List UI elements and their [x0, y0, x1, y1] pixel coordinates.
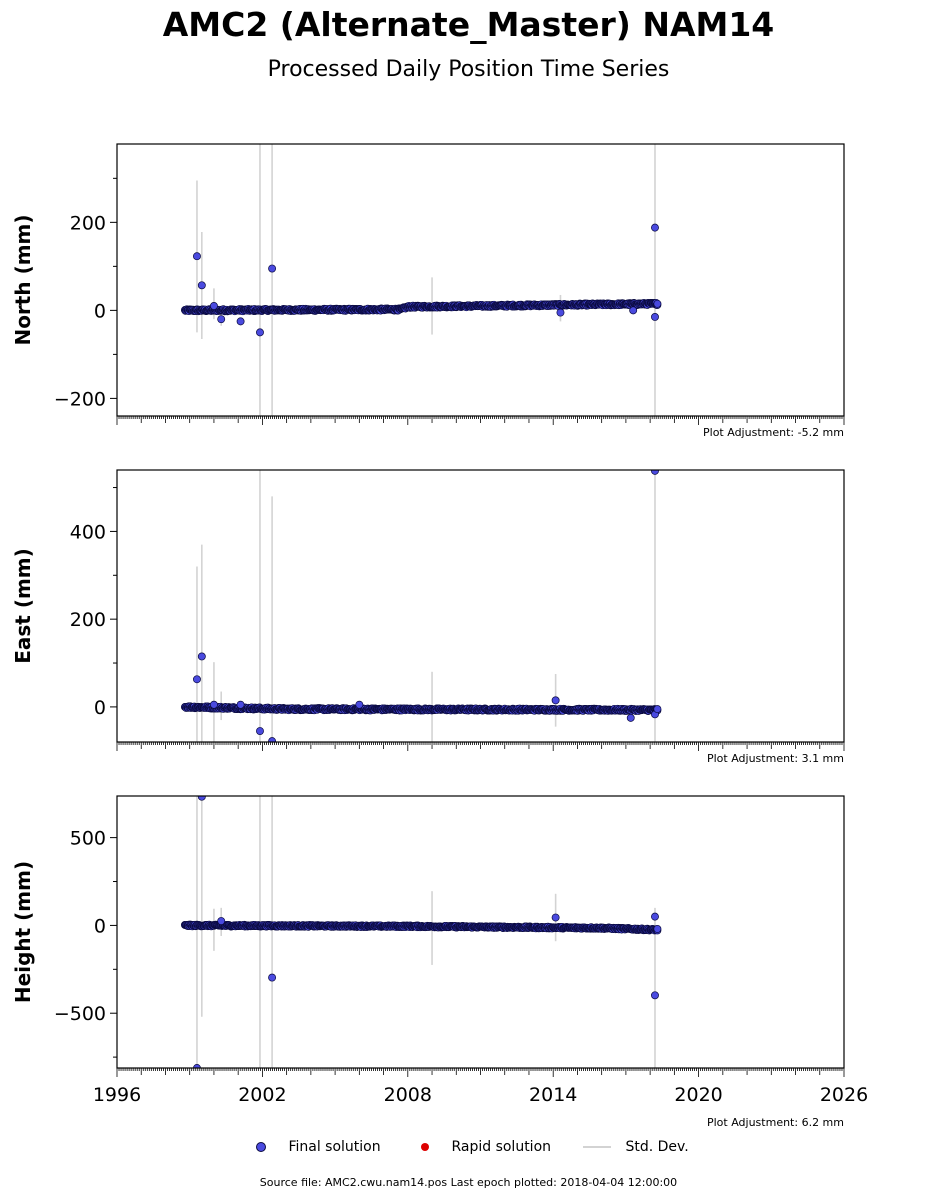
legend-final-label: Final solution [288, 1139, 381, 1155]
final-solution-point [653, 299, 662, 308]
y-tick-label: 0 [94, 697, 106, 719]
final-solution-point [551, 913, 560, 922]
axes-frame [116, 469, 845, 743]
legend-std-marker [583, 1146, 611, 1148]
y-tick-label: 0 [94, 915, 106, 937]
plot-adjustment-label: Plot Adjustment: -5.2 mm [703, 426, 844, 439]
final-solution-point [209, 302, 218, 310]
final-solution-point [551, 696, 560, 705]
x-tick-label: 2020 [674, 1084, 722, 1106]
legend-std-label: Std. Dev. [625, 1139, 689, 1155]
y-tick-label: 0 [94, 300, 106, 322]
plot-adjustment-label: Plot Adjustment: 3.1 mm [707, 752, 844, 765]
north-panel: −200 0 200 North (mm) Plot Adjustment: -5.2 … [11, 143, 845, 439]
final-solution-point [355, 700, 364, 709]
final-solution-point [268, 264, 277, 273]
final-solution-point [651, 470, 659, 475]
east-panel: 0 200 400 East (mm) Plot Adjustment: 3.1 mm [11, 469, 845, 765]
x-tick-label: 2002 [238, 1084, 286, 1106]
x-tick-label: 2008 [384, 1084, 432, 1106]
legend-item-std: Std. Dev. [583, 1136, 689, 1158]
final-solution-point [193, 252, 201, 261]
chart-title: AMC2 (Alternate_Master) NAM14 [162, 5, 775, 44]
x-tick-label: 1996 [93, 1084, 141, 1106]
x-tick-label: 2026 [820, 1084, 868, 1106]
final-solution-point [236, 700, 245, 709]
chart-subtitle: Processed Daily Position Time Series [267, 57, 670, 82]
final-solution-point [268, 973, 277, 982]
final-solution-point [256, 328, 264, 337]
final-solution-point [268, 737, 277, 742]
plot-area [180, 796, 662, 1068]
final-solution-point [653, 924, 662, 933]
legend-rapid-marker [421, 1143, 429, 1151]
final-solution-point [626, 713, 635, 722]
source-footnote: Source file: AMC2.cwu.nam14.pos Last epo… [259, 1176, 678, 1189]
legend-item-final: Final solution [256, 1136, 381, 1158]
final-solution-point [651, 991, 659, 1000]
legend: Final solution Rapid solution Std. Dev. [240, 1136, 710, 1158]
y-tick-label: −200 [54, 388, 106, 410]
final-solution-point [197, 281, 206, 290]
plot-area [180, 144, 662, 416]
y-tick-label: 200 [70, 609, 106, 631]
y-tick-label: 400 [70, 521, 106, 543]
final-solution-point [651, 313, 659, 321]
final-solution-point [236, 317, 245, 326]
final-solution-point [651, 912, 659, 921]
final-solution-point [209, 700, 218, 709]
final-solution-point [197, 796, 206, 801]
final-solution-point [217, 917, 226, 925]
final-solution-point [651, 223, 659, 232]
final-solution-point [556, 308, 565, 317]
legend-rapid-label: Rapid solution [451, 1139, 552, 1155]
axes-frame [116, 143, 845, 417]
y-tick-label: 500 [70, 828, 106, 850]
final-solution-point [217, 315, 226, 324]
final-solution-point [629, 306, 638, 315]
legend-final-marker [256, 1142, 266, 1152]
final-solution-point [653, 705, 662, 714]
x-tick-label: 2014 [529, 1084, 577, 1106]
y-axis-label: North (mm) [11, 214, 35, 345]
final-solution-point [197, 652, 206, 661]
final-solution-point [193, 1064, 201, 1068]
y-axis-label: Height (mm) [11, 861, 35, 1003]
y-tick-label: −500 [54, 1003, 106, 1025]
legend-item-rapid: Rapid solution [421, 1136, 551, 1158]
final-solution-point [193, 675, 201, 684]
y-axis-label: East (mm) [11, 548, 35, 664]
height-panel: −500 0 500 Height (mm) Plot Adjustment: 6.2 … [11, 795, 868, 1129]
final-solution-point [256, 727, 264, 735]
plot-adjustment-label: Plot Adjustment: 6.2 mm [707, 1116, 844, 1129]
axes-frame [116, 795, 845, 1069]
y-tick-label: 200 [70, 212, 106, 234]
plot-area [180, 470, 662, 742]
